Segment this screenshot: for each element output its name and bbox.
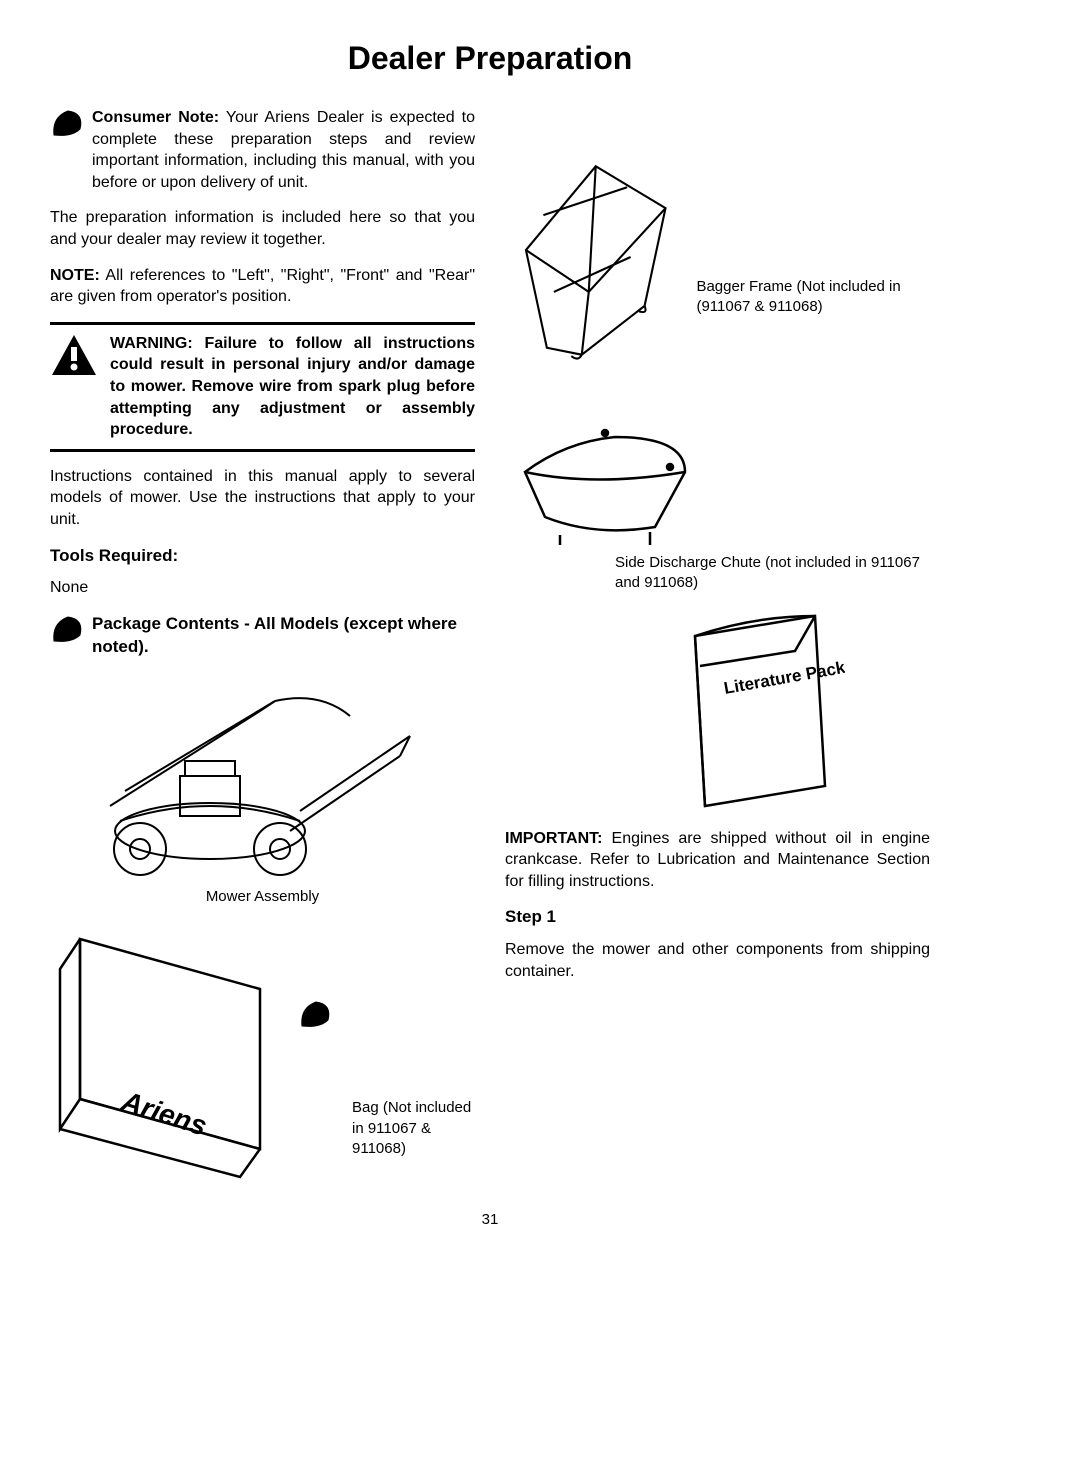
prep-info-paragraph: The preparation information is included … (50, 207, 475, 250)
package-contents-block: Package Contents - All Models (except wh… (50, 613, 475, 669)
leaf-icon (298, 998, 334, 1030)
tools-required-heading: Tools Required: (50, 545, 475, 568)
instructions-paragraph: Instructions contained in this manual ap… (50, 466, 475, 531)
step1-heading: Step 1 (505, 906, 930, 929)
left-column: Consumer Note: Your Ariens Dealer is exp… (50, 107, 475, 1191)
two-column-layout: Consumer Note: Your Ariens Dealer is exp… (50, 107, 930, 1191)
bag-figure: Ariens Bag (Not included in 911067 & 911… (50, 919, 475, 1179)
side-discharge-figure: Side Discharge Chute (not included in 91… (505, 417, 930, 594)
bagger-frame-figure: Bagger Frame (Not included in (911067 & … (505, 107, 930, 407)
bagger-frame-caption: Bagger Frame (Not included in (911067 & … (696, 277, 930, 318)
side-discharge-caption: Side Discharge Chute (not included in 91… (615, 553, 930, 594)
note-body: All references to "Left", "Right", "Fron… (50, 267, 475, 306)
literature-pack-figure: Literature Pack (665, 606, 930, 816)
important-label: IMPORTANT: (505, 830, 602, 847)
warning-triangle-icon (50, 333, 98, 377)
mower-assembly-figure: Mower Assembly (50, 681, 475, 907)
page-title: Dealer Preparation (50, 40, 930, 77)
page-number: 31 (50, 1211, 930, 1228)
consumer-note-block: Consumer Note: Your Ariens Dealer is exp… (50, 107, 475, 207)
warning-label: WARNING: (110, 335, 193, 352)
note-label: NOTE: (50, 267, 100, 284)
literature-pack-label: Literature Pack (722, 657, 845, 697)
tools-required-body: None (50, 577, 475, 599)
mower-assembly-caption: Mower Assembly (50, 887, 475, 907)
warning-callout: WARNING: Failure to follow all instructi… (50, 322, 475, 452)
leaf-icon (50, 107, 86, 139)
svg-text:Ariens: Ariens (117, 1085, 210, 1142)
step1-body: Remove the mower and other components fr… (505, 939, 930, 982)
right-column: Bagger Frame (Not included in (911067 & … (505, 107, 930, 1191)
consumer-note-label: Consumer Note: (92, 109, 219, 126)
package-contents-heading: Package Contents - All Models (except wh… (92, 613, 475, 659)
leaf-icon (50, 613, 86, 645)
bag-caption: Bag (Not included in 911067 & 911068) (352, 1098, 475, 1159)
